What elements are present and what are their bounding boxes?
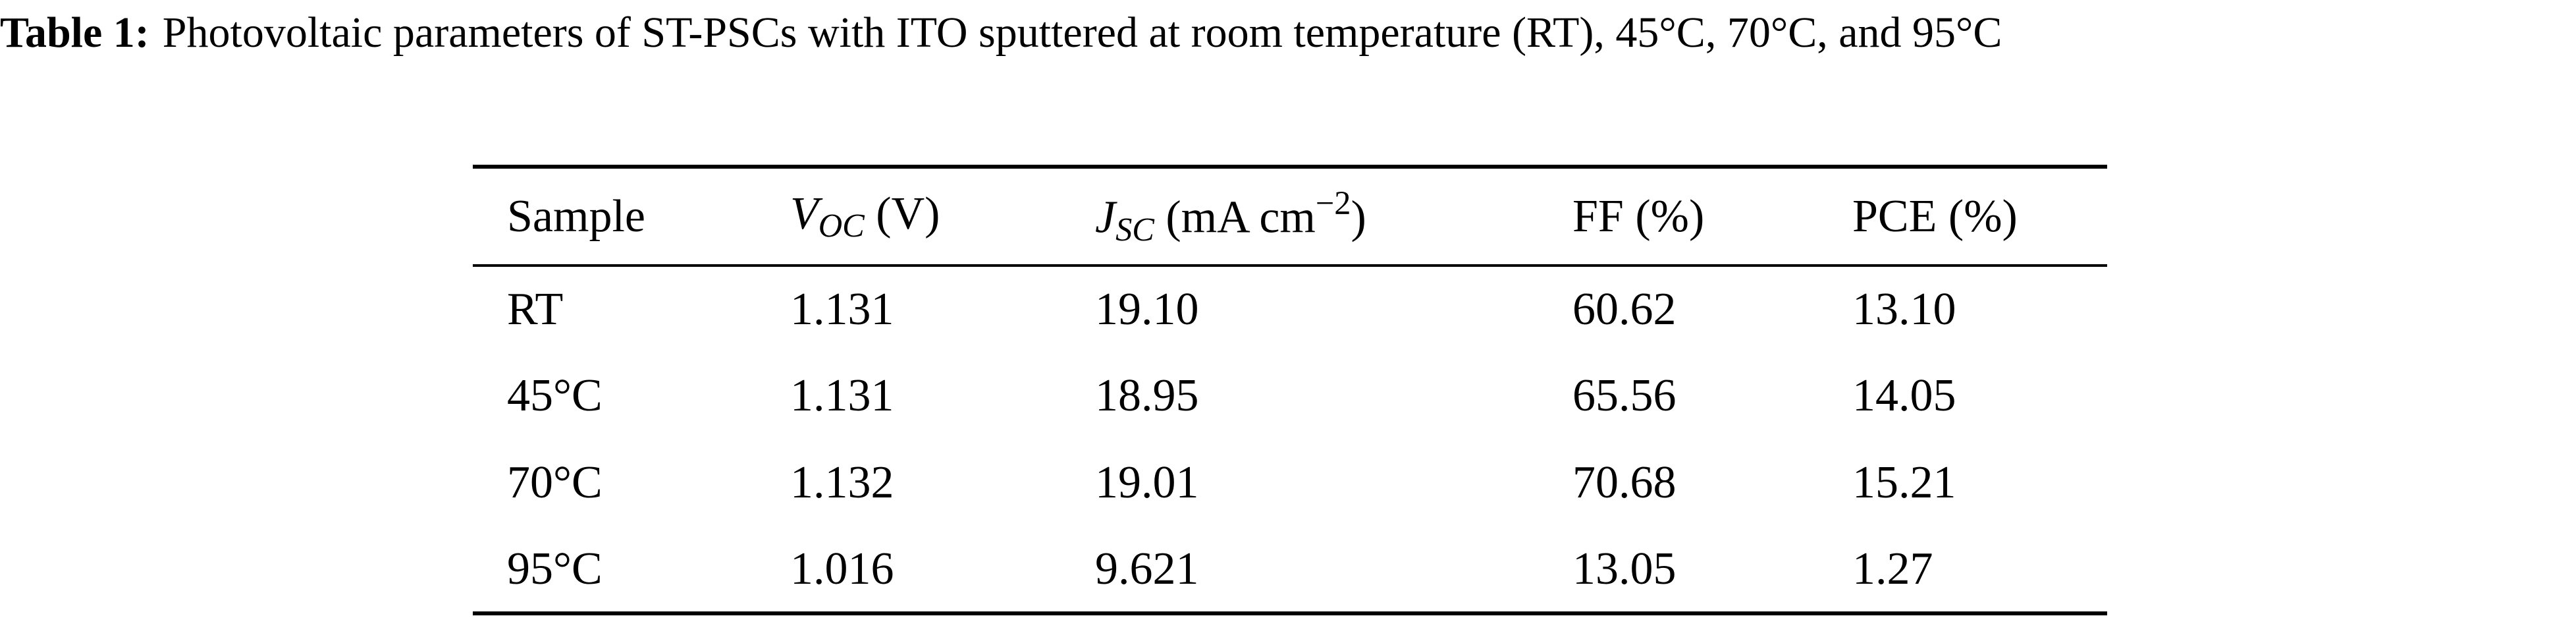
table-row: 95°C 1.016 9.621 13.05 1.27	[473, 526, 2107, 613]
header-text: V	[790, 188, 818, 240]
caption-text: Photovoltaic parameters of ST-PSCs with …	[162, 9, 2002, 57]
table-cell: 1.016	[790, 543, 894, 594]
table-cell: 1.27	[1852, 543, 1933, 594]
table-cell: 65.56	[1572, 370, 1677, 421]
table-cell: 19.01	[1095, 457, 1199, 508]
header-text: )	[1351, 192, 1366, 244]
table-row: 45°C 1.131 18.95 65.56 14.05	[473, 352, 2107, 439]
table-cell: 15.21	[1852, 457, 1956, 508]
table-cell: 95°C	[507, 543, 603, 594]
table-cell: 13.05	[1572, 543, 1677, 594]
header-text: PCE (%)	[1852, 190, 2018, 242]
header-text: OC	[818, 207, 865, 244]
table-cell: 70°C	[507, 457, 603, 508]
caption-label: Table 1:	[0, 9, 149, 57]
header-text: SC	[1115, 211, 1154, 248]
header-text: −2	[1315, 184, 1351, 222]
header-cell: FF (%)	[1572, 167, 1852, 266]
table-body: RT 1.131 19.10 60.62 13.10 45°C 1.131 18.95 65.5…	[473, 266, 2107, 613]
header-text: Sample	[507, 190, 645, 242]
table-cell: 13.10	[1852, 284, 1956, 335]
table-cell: 19.10	[1095, 284, 1199, 335]
table-cell: 45°C	[507, 370, 603, 421]
header-cell: Sample	[473, 167, 790, 266]
table-row: 70°C 1.132 19.01 70.68 15.21	[473, 439, 2107, 526]
header-cell: VOC (V)	[790, 167, 1095, 266]
header-cell: JSC (mA cm−2)	[1095, 167, 1572, 266]
table-cell: 1.131	[790, 284, 894, 335]
table-cell: 14.05	[1852, 370, 1956, 421]
table-cell: 1.131	[790, 370, 894, 421]
table-caption: Table 1: Photovoltaic parameters of ST-PS…	[0, 0, 2568, 70]
header-text: FF (%)	[1572, 190, 1705, 242]
header-cell: PCE (%)	[1852, 167, 2107, 266]
header-row: Sample VOC (V) JSC (mA cm−2) FF (%) PCE (%)	[473, 167, 2107, 266]
table-cell: 70.68	[1572, 457, 1677, 508]
table-row: RT 1.131 19.10 60.62 13.10	[473, 266, 2107, 352]
table-cell: RT	[507, 284, 564, 335]
table-cell: 9.621	[1095, 543, 1199, 594]
table-cell: 60.62	[1572, 284, 1677, 335]
table-cell: 1.132	[790, 457, 894, 508]
header-text: (V)	[864, 188, 940, 240]
table-cell: 18.95	[1095, 370, 1199, 421]
header-text: J	[1095, 192, 1116, 244]
table: Sample VOC (V) JSC (mA cm−2) FF (%) PCE (%) …	[473, 165, 2107, 615]
header-text: (mA cm	[1154, 192, 1316, 244]
